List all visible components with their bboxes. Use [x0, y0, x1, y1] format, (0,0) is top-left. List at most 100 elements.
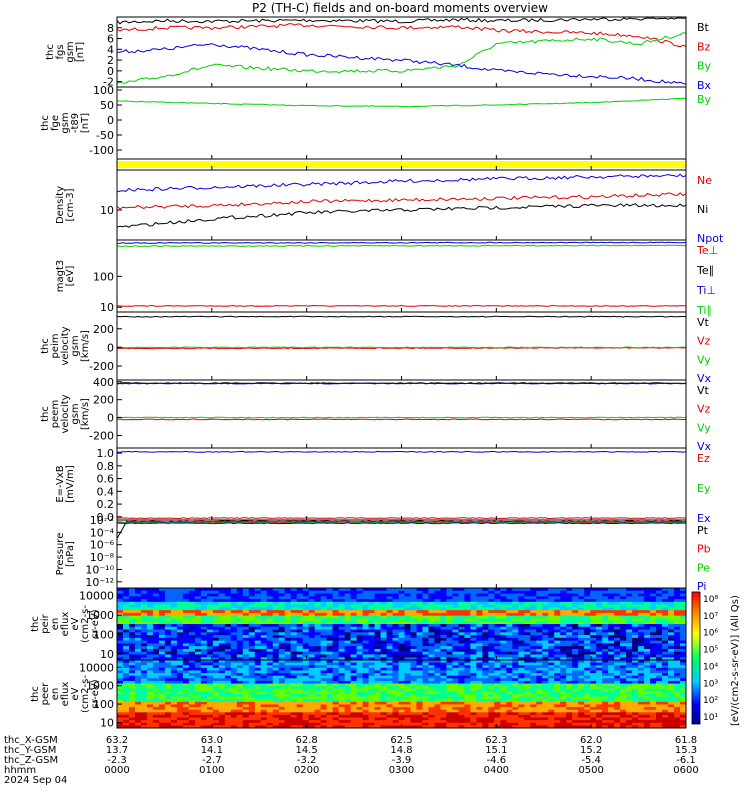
spectrogram-cell — [494, 635, 501, 639]
spectrogram-cell — [668, 704, 675, 708]
spectrogram-cell — [530, 691, 537, 695]
spectrogram-cell — [332, 683, 340, 687]
spectrogram-cell — [278, 615, 286, 619]
spectrogram-cell — [398, 678, 405, 682]
spectrogram-cell — [536, 632, 543, 636]
spectrogram-cell — [302, 651, 310, 655]
spectrogram-cell — [614, 678, 621, 682]
spectrogram-cell — [506, 632, 513, 636]
spectrogram-cell — [374, 665, 382, 669]
spectrogram-cell — [422, 712, 429, 716]
spectrogram-cell — [410, 720, 417, 724]
spectrogram-cell — [644, 654, 651, 658]
spectrogram-cell — [254, 712, 262, 716]
spectrogram-cell — [290, 621, 298, 625]
spectrogram-cell — [674, 632, 681, 636]
spectrogram-cell — [650, 604, 657, 608]
spectrogram-cell — [656, 621, 663, 625]
spectrogram-cell — [458, 694, 465, 698]
spectrogram-cell — [362, 678, 370, 682]
spectrogram-cell — [254, 588, 262, 592]
spectrogram-cell — [590, 699, 597, 703]
spectrogram-cell — [362, 635, 370, 639]
spectrogram-cell — [152, 654, 160, 658]
spectrogram-cell — [560, 720, 567, 724]
spectrogram-cell — [338, 701, 346, 705]
y-axis-label-line: thc — [30, 616, 41, 632]
series-line-bx — [116, 43, 687, 85]
spectrogram-cell — [308, 709, 316, 713]
spectrogram-cell — [500, 593, 507, 597]
spectrogram-cell — [590, 612, 597, 617]
spectrogram-cell — [494, 717, 501, 721]
spectrogram-cell — [392, 588, 400, 592]
spectrogram-cell — [176, 610, 184, 614]
spectrogram-cell — [332, 657, 340, 661]
spectrogram-cell — [182, 624, 190, 628]
spectrogram-cell — [632, 717, 639, 721]
spectrogram-cell — [476, 709, 483, 713]
spectrogram-cell — [572, 635, 579, 639]
spectrogram-cell — [194, 646, 202, 650]
spectrogram-cell — [662, 604, 669, 608]
spectrogram-cell — [188, 604, 196, 608]
spectrogram-cell — [140, 670, 148, 674]
spectrogram-cell — [668, 696, 675, 700]
spectrogram-cell — [578, 717, 585, 721]
spectrogram-cell — [314, 709, 322, 713]
spectrogram-cell — [152, 632, 160, 636]
spectrogram-cell — [542, 640, 549, 644]
spectrogram-cell — [170, 651, 178, 655]
spectrogram-cell — [200, 601, 208, 606]
spectrogram-cell — [302, 709, 310, 713]
spectrogram-cell — [230, 610, 238, 614]
spectrogram-cell — [152, 694, 160, 698]
spectrogram-cell — [518, 637, 525, 642]
spectrogram-cell — [242, 612, 250, 617]
spectrogram-cell — [296, 607, 304, 611]
spectrogram-cell — [542, 701, 549, 705]
spectrogram-cell — [542, 696, 549, 700]
spectrogram-cell — [206, 601, 214, 606]
spectrogram-cell — [284, 590, 292, 595]
spectrogram-cell — [362, 612, 370, 617]
spectrogram-cell — [218, 621, 226, 625]
spectrogram-cell — [278, 707, 286, 711]
spectrogram-cell — [188, 621, 196, 625]
spectrogram-cell — [614, 694, 621, 698]
spectrogram-cell — [632, 704, 639, 708]
spectrogram-cell — [410, 665, 417, 669]
spectrogram-cell — [416, 688, 423, 692]
spectrogram-cell — [476, 654, 483, 658]
spectrogram-cell — [608, 704, 615, 708]
spectrogram-cell — [308, 699, 316, 703]
spectrogram-cell — [446, 599, 453, 603]
spectrogram-cell — [650, 694, 657, 698]
spectrogram-cell — [182, 621, 190, 625]
spectrogram-cell — [374, 680, 382, 685]
spectrogram-cell — [536, 712, 543, 716]
spectrogram-cell — [386, 635, 394, 639]
spectrogram-cell — [440, 651, 447, 655]
spectrogram-cell — [248, 607, 256, 611]
spectrogram-cell — [188, 707, 196, 711]
spectrogram-cell — [500, 643, 507, 647]
spectrogram-cell — [404, 643, 411, 647]
spectrogram-cell — [398, 648, 405, 653]
spectrogram-cell — [608, 680, 615, 685]
spectrogram-cell — [242, 704, 250, 708]
spectrogram-cell — [194, 720, 202, 724]
y-tick-label: -100 — [89, 144, 114, 157]
spectrogram-cell — [404, 696, 411, 700]
spectrogram-cell — [272, 688, 280, 692]
spectrogram-cell — [176, 599, 184, 603]
spectrogram-cell — [608, 667, 615, 671]
spectrogram-cell — [344, 607, 352, 611]
spectrogram-cell — [188, 626, 196, 631]
spectrogram-cell — [290, 662, 298, 666]
spectrogram-cell — [398, 612, 405, 617]
spectrogram-cell — [188, 593, 196, 597]
spectrogram-cell — [488, 660, 495, 664]
spectrogram-cell — [248, 610, 256, 614]
spectrogram-cell — [224, 607, 232, 611]
